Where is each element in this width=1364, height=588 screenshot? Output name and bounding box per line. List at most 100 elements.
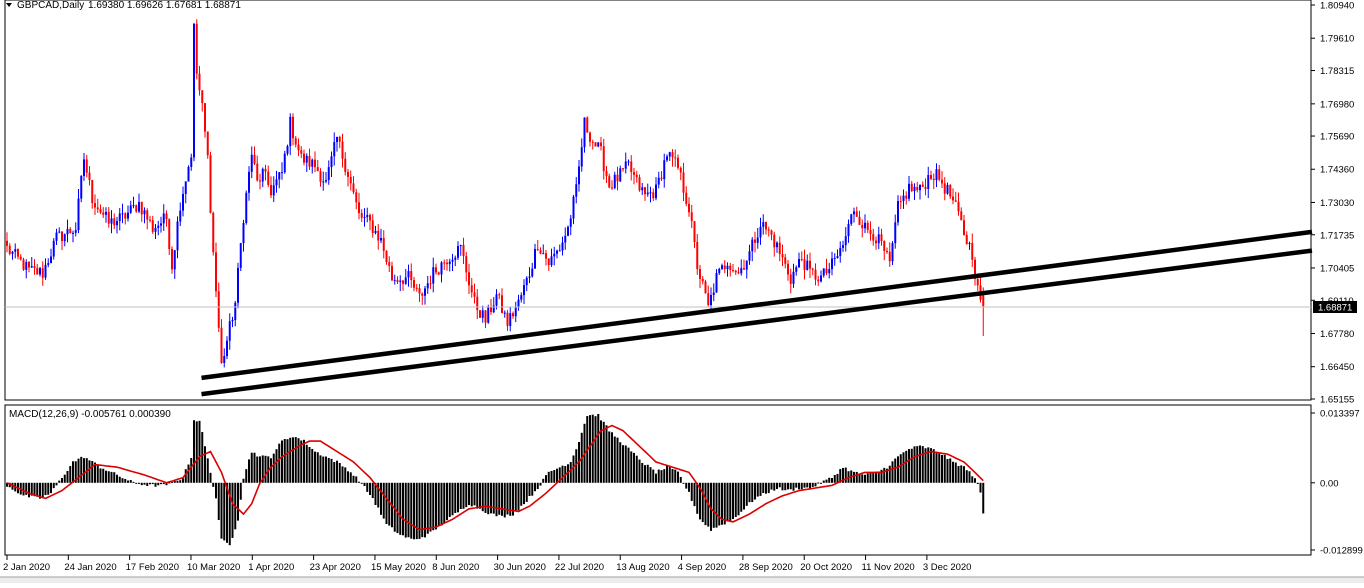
macd-bar [217, 482, 220, 521]
macd-bar [292, 437, 294, 483]
macd-bar [201, 432, 204, 483]
collapse-triangle-icon[interactable] [6, 3, 12, 7]
macd-bar [61, 478, 63, 483]
candle [465, 251, 468, 282]
candle-body [495, 294, 498, 306]
price-panel[interactable]: GBPCAD,Daily 1.69380 1.69626 1.67681 1.6… [4, 0, 1313, 401]
candle-body [300, 150, 303, 154]
candle-body [132, 205, 135, 207]
macd-bar [204, 446, 206, 483]
candle-body [85, 159, 88, 173]
macd-bar [237, 482, 239, 521]
candle-body [803, 259, 806, 270]
macd-bar [179, 480, 182, 483]
candle [602, 138, 605, 180]
macd-bar [404, 482, 407, 538]
candle-body [688, 203, 690, 213]
macd-bar [171, 481, 173, 483]
macd-bar [652, 469, 655, 483]
macd-panel[interactable]: MACD(12,26,9) -0.005761 0.000390 [4, 404, 1312, 556]
candle [921, 181, 924, 188]
candle-body [872, 234, 875, 241]
candle [47, 258, 50, 268]
candle [61, 231, 63, 251]
candle-body [886, 250, 888, 252]
macd-bar [264, 455, 267, 483]
time-tick-label: 22 Jul 2020 [555, 562, 604, 573]
macd-bar [715, 482, 718, 528]
candle [707, 285, 710, 307]
candle-body [847, 223, 850, 237]
macd-bar [875, 471, 877, 483]
macd-bar [976, 482, 979, 485]
candle-body [814, 269, 817, 280]
candle-body [715, 273, 718, 293]
price-tick-label: 1.78315 [1320, 66, 1354, 77]
macd-bar [726, 482, 729, 522]
candle [303, 149, 305, 166]
candle [388, 256, 391, 272]
candle [50, 248, 52, 264]
candle-body [140, 201, 143, 215]
candle [83, 152, 85, 181]
candle [206, 131, 209, 159]
macd-bar [913, 446, 916, 483]
macd-bar [930, 448, 932, 483]
candle [149, 215, 151, 223]
candle [6, 232, 8, 253]
trendlines-group[interactable] [201, 229, 1313, 397]
trendline[interactable] [201, 248, 1313, 397]
macd-bar [385, 482, 388, 524]
macd-bar [795, 482, 798, 488]
candle-body [657, 177, 660, 185]
candle [124, 212, 127, 225]
candle [960, 207, 963, 221]
candle [248, 166, 250, 201]
candle-body [960, 211, 963, 221]
candle [657, 171, 660, 189]
candle [355, 188, 358, 210]
macd-bar [349, 472, 352, 483]
candle [487, 304, 490, 324]
candle-body [391, 265, 393, 281]
candle [91, 179, 94, 209]
candle-body [352, 183, 355, 193]
trendline[interactable] [201, 229, 1313, 381]
candle-body [616, 174, 619, 182]
candle [932, 173, 935, 190]
candle-body [231, 319, 234, 322]
candle [413, 276, 415, 292]
candle [96, 198, 99, 213]
candle [638, 174, 641, 192]
candle [314, 151, 316, 173]
candle-body [311, 159, 314, 167]
macd-bar [877, 471, 880, 483]
macd-bar [193, 420, 195, 483]
candle [668, 151, 671, 162]
candle-body [418, 288, 421, 294]
candle [869, 221, 872, 241]
candle [803, 249, 806, 280]
macd-bar [333, 461, 336, 483]
candle-body [946, 184, 949, 194]
candle [809, 252, 811, 279]
candle [261, 167, 264, 188]
macd-bar [696, 482, 699, 514]
bottom-scrollbar[interactable] [0, 577, 1364, 583]
candle-body [754, 239, 756, 243]
candle-body [677, 157, 679, 168]
candle-body [459, 244, 462, 247]
candle [954, 191, 957, 203]
time-tick-label: 20 Oct 2020 [800, 562, 852, 573]
candle [877, 226, 880, 250]
macd-bar [113, 472, 116, 483]
macd-bar [396, 482, 399, 534]
candle-body [583, 117, 586, 148]
candle [627, 159, 630, 166]
candle-body [160, 223, 162, 226]
candle [168, 218, 171, 256]
candle [385, 250, 388, 265]
candle [380, 228, 382, 244]
candle-body [66, 228, 69, 235]
